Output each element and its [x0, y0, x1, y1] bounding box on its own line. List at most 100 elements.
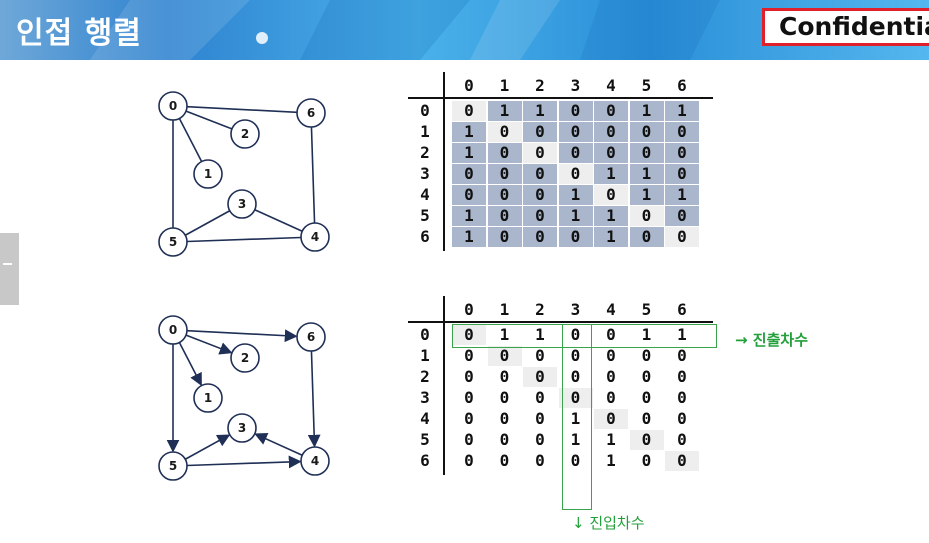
matrix-cell: 0	[486, 205, 523, 227]
matrix-cell: 0	[677, 367, 687, 386]
matrix-cell: 0	[486, 226, 523, 248]
edge-6-4	[307, 350, 321, 448]
row-header: 4	[420, 409, 430, 428]
matrix-cell: 1	[628, 184, 665, 206]
edge-0-6	[186, 105, 298, 114]
matrix-cell: 1	[677, 325, 687, 344]
matrix-cell: 0	[628, 121, 665, 143]
column-header: 3	[570, 76, 581, 95]
matrix-cell: 0	[522, 121, 558, 143]
node-0	[158, 315, 188, 345]
node-label-6: 6	[307, 330, 315, 344]
node-label-4: 4	[311, 454, 319, 468]
matrix-cell: 1	[535, 325, 545, 344]
matrix-cell: 0	[557, 226, 594, 248]
matrix-horizontal-rule	[408, 97, 713, 99]
matrix-cell: 1	[593, 163, 629, 185]
node-3	[227, 413, 257, 443]
column-header: 5	[641, 300, 652, 319]
row-header: 6	[420, 227, 430, 246]
side-tab[interactable]	[0, 233, 19, 305]
matrix-cell: 0	[451, 100, 487, 122]
node-6	[296, 322, 326, 352]
matrix-cell: 1	[641, 325, 652, 344]
undirected-graph: 0 1 2 3 4 5 6	[158, 91, 330, 257]
matrix-cell: 0	[570, 451, 581, 470]
matrix-cell: 1	[593, 226, 629, 248]
matrix-cell: 0	[557, 100, 594, 122]
node-label-5: 5	[169, 459, 177, 473]
edge-3-4	[254, 209, 303, 232]
matrix-cell: 0	[664, 142, 700, 164]
matrix-cell: 0	[570, 346, 581, 365]
matrix-cell: 0	[593, 184, 629, 206]
confidential-badge: Confidentia	[762, 8, 929, 46]
matrix-cell: 0	[641, 409, 652, 428]
row-header: 3	[420, 164, 430, 183]
node-label-0: 0	[169, 323, 177, 337]
edge-5-4	[186, 236, 302, 243]
node-label-0: 0	[169, 99, 177, 113]
matrix-cell: 1	[451, 226, 487, 248]
matrix-cell: 0	[522, 163, 558, 185]
matrix-cell: 0	[606, 388, 616, 407]
matrix-cell: 0	[558, 388, 593, 408]
node-3	[227, 189, 257, 219]
matrix-cell: 0	[499, 388, 510, 407]
row-header: 5	[420, 430, 430, 449]
matrix-cell: 0	[486, 163, 523, 185]
row-header: 1	[420, 346, 430, 365]
column-header: 5	[641, 76, 652, 95]
edge-0-1	[178, 342, 202, 387]
matrix-cell: 0	[486, 184, 523, 206]
matrix-cell: 0	[523, 367, 557, 387]
column-header: 6	[677, 76, 687, 95]
matrix-cell: 1	[522, 100, 558, 122]
matrix-cell: 0	[641, 388, 652, 407]
edge-0-6	[186, 329, 298, 343]
node-4	[300, 446, 330, 476]
column-header: 2	[535, 76, 545, 95]
matrix-cell: 0	[464, 367, 474, 386]
matrix-cell: 0	[486, 121, 523, 143]
column-header: 3	[570, 300, 581, 319]
edge-0-1	[178, 118, 203, 162]
edge-5-4	[186, 455, 302, 469]
edge-6-4	[310, 126, 316, 224]
out-degree-label: → 진출차수	[735, 331, 808, 349]
edge-0-2	[185, 334, 233, 355]
matrix-vertical-rule	[443, 72, 445, 251]
matrix-cell: 0	[606, 367, 616, 386]
matrix-cell: 0	[464, 451, 474, 470]
matrix-cell: 0	[664, 163, 700, 185]
matrix-cell: 0	[557, 121, 594, 143]
matrix-cell: 1	[664, 184, 700, 206]
matrix-cell: 0	[451, 163, 487, 185]
matrix-cell: 0	[522, 142, 558, 164]
matrix-cell: 1	[570, 409, 581, 428]
column-header: 0	[464, 300, 474, 319]
matrix-cell: 0	[486, 142, 523, 164]
matrix-cell: 1	[451, 121, 487, 143]
matrix-cell: 1	[557, 184, 594, 206]
matrix-cell: 0	[641, 451, 652, 470]
row-header: 0	[420, 101, 430, 120]
matrix-cell: 1	[628, 100, 665, 122]
row-header: 4	[420, 185, 430, 204]
matrix-cell: 0	[593, 121, 629, 143]
matrix-cell: 0	[628, 205, 665, 227]
matrix-cell: 0	[522, 226, 558, 248]
matrix-cell: 1	[593, 205, 629, 227]
node-label-6: 6	[307, 106, 315, 120]
matrix-cell: 0	[487, 346, 522, 366]
matrix-cell: 1	[570, 430, 581, 449]
row-header: 0	[420, 325, 430, 344]
node-1	[193, 383, 223, 413]
node-label-3: 3	[238, 421, 246, 435]
matrix-cell: 0	[664, 121, 700, 143]
row-header: 5	[420, 206, 430, 225]
node-5	[158, 227, 188, 257]
column-header: 6	[677, 300, 687, 319]
matrix-cell: 1	[499, 325, 510, 344]
node-label-3: 3	[238, 197, 246, 211]
